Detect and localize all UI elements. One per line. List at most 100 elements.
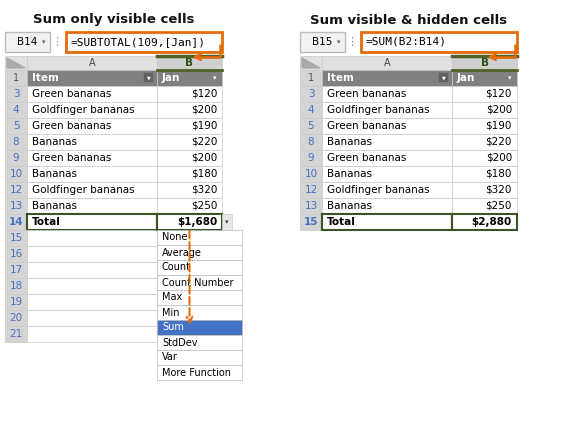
Bar (157, 102, 222, 118)
Bar (157, 230, 242, 245)
Bar (157, 56, 222, 70)
Text: 12: 12 (9, 185, 22, 195)
Bar (157, 118, 222, 134)
Bar (5, 70, 27, 86)
Text: ▼: ▼ (442, 75, 445, 80)
Text: ⋮: ⋮ (346, 37, 358, 47)
Bar (322, 134, 452, 150)
Text: Max: Max (162, 293, 182, 302)
Text: $200: $200 (191, 105, 217, 115)
Text: $180: $180 (486, 169, 512, 179)
Text: Green bananas: Green bananas (32, 153, 111, 163)
Polygon shape (302, 58, 320, 68)
Bar (157, 260, 242, 275)
Text: Green bananas: Green bananas (327, 121, 406, 131)
Bar (27, 56, 157, 70)
Bar (300, 134, 322, 150)
Text: Goldfinger bananas: Goldfinger bananas (32, 185, 135, 195)
Bar (5, 246, 27, 262)
Bar (322, 102, 452, 118)
Bar (157, 262, 222, 278)
Bar (157, 326, 222, 342)
Text: $320: $320 (486, 185, 512, 195)
Text: $320: $320 (191, 185, 217, 195)
Bar (322, 56, 452, 70)
Bar (322, 86, 452, 102)
Bar (300, 182, 322, 198)
Bar (452, 150, 517, 166)
Bar (27, 182, 157, 198)
Bar (157, 365, 242, 380)
Bar (5, 230, 27, 246)
Bar (300, 198, 322, 214)
Bar (322, 182, 452, 198)
Bar (27, 230, 157, 246)
Text: 8: 8 (13, 137, 19, 147)
Text: More Function: More Function (162, 368, 231, 377)
Bar (157, 150, 222, 166)
Text: 19: 19 (9, 297, 22, 307)
Text: $200: $200 (486, 105, 512, 115)
Bar (300, 214, 322, 230)
Bar (27, 278, 157, 294)
Text: Goldfinger bananas: Goldfinger bananas (327, 185, 430, 195)
Text: $220: $220 (191, 137, 217, 147)
Text: B: B (480, 58, 489, 68)
Bar (27, 294, 157, 310)
Text: 13: 13 (305, 201, 318, 211)
Bar (322, 214, 452, 230)
Text: 14: 14 (9, 217, 24, 227)
Text: 15: 15 (304, 217, 318, 227)
Bar (157, 245, 242, 260)
Bar (222, 214, 232, 230)
Text: None: None (162, 233, 188, 242)
Bar (5, 262, 27, 278)
Bar (5, 198, 27, 214)
Bar (452, 134, 517, 150)
Text: =SUBTOTAL(109,[Jan]): =SUBTOTAL(109,[Jan]) (71, 37, 206, 47)
Polygon shape (7, 58, 25, 68)
Text: B: B (185, 58, 193, 68)
Text: 21: 21 (9, 329, 22, 339)
Text: Item: Item (327, 73, 354, 83)
Text: Green bananas: Green bananas (327, 153, 406, 163)
Text: $190: $190 (191, 121, 217, 131)
Bar (322, 198, 452, 214)
Bar (27, 310, 157, 326)
Bar (157, 134, 222, 150)
Text: Total: Total (32, 217, 61, 227)
Text: $250: $250 (191, 201, 217, 211)
Bar (5, 150, 27, 166)
Text: B15: B15 (312, 37, 333, 47)
Bar (5, 134, 27, 150)
Text: 5: 5 (308, 121, 315, 131)
Text: 5: 5 (13, 121, 19, 131)
Text: 10: 10 (305, 169, 318, 179)
Text: Total: Total (327, 217, 356, 227)
Text: ⋮: ⋮ (51, 37, 62, 47)
Bar (452, 118, 517, 134)
Text: 1: 1 (13, 73, 19, 83)
Text: Var: Var (162, 352, 178, 363)
Text: Goldfinger bananas: Goldfinger bananas (32, 105, 135, 115)
Text: Sum visible & hidden cells: Sum visible & hidden cells (310, 14, 507, 26)
Bar (5, 214, 27, 230)
Text: Green bananas: Green bananas (32, 121, 111, 131)
Bar (66, 32, 222, 52)
Bar (5, 278, 27, 294)
Text: Bananas: Bananas (327, 137, 372, 147)
Bar (157, 182, 222, 198)
Bar (452, 214, 517, 230)
Bar (157, 70, 222, 86)
Text: Item: Item (32, 73, 59, 83)
Text: Goldfinger bananas: Goldfinger bananas (327, 105, 430, 115)
Bar (5, 182, 27, 198)
Text: ▾: ▾ (225, 219, 229, 225)
Text: $200: $200 (191, 153, 217, 163)
Bar (27, 246, 157, 262)
Bar (157, 290, 242, 305)
Bar (157, 166, 222, 182)
Text: Count: Count (162, 262, 191, 273)
Bar (157, 320, 242, 335)
Bar (157, 214, 222, 230)
